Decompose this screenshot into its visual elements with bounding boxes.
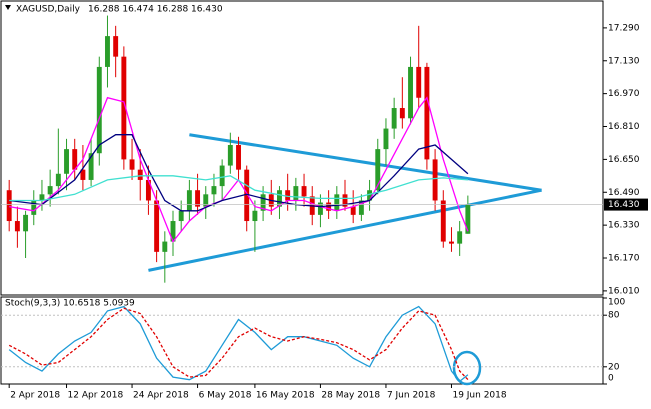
candle-body xyxy=(186,190,192,211)
x-tick-label: 19 Jun 2018 xyxy=(452,391,506,401)
candle-body xyxy=(293,186,299,201)
candle-body xyxy=(326,202,332,211)
candle-body xyxy=(129,159,135,170)
candle-body xyxy=(367,190,373,201)
candle-body xyxy=(203,194,209,207)
candle-body xyxy=(121,56,127,160)
candle-body xyxy=(219,165,225,187)
menu-icon xyxy=(5,5,11,10)
candle-body xyxy=(64,149,69,174)
candle-body xyxy=(113,36,119,57)
indicator-line xyxy=(9,175,468,202)
y-tick-label: 16.010 xyxy=(608,286,640,296)
candle-body xyxy=(317,202,323,215)
x-tick-label: 2 Apr 2018 xyxy=(10,391,60,401)
y-tick-label: 17.290 xyxy=(608,23,640,33)
candle-body xyxy=(358,200,364,215)
x-tick-label: 6 May 2018 xyxy=(199,391,252,401)
candle-body xyxy=(96,66,102,154)
highlight-circle xyxy=(452,350,482,386)
candle-body xyxy=(383,128,389,150)
candle-body xyxy=(31,200,37,215)
candle-body xyxy=(449,241,454,244)
x-tick-label: 24 Apr 2018 xyxy=(133,391,189,401)
candle-body xyxy=(137,169,143,180)
y-tick-label: 17.130 xyxy=(608,56,640,66)
y-tick-label: 0 xyxy=(608,374,614,384)
indicator-line xyxy=(8,307,469,381)
x-tick-label: 12 Apr 2018 xyxy=(68,391,124,401)
candle-body xyxy=(424,66,430,160)
indicator-line xyxy=(9,134,469,212)
candle-body xyxy=(47,186,53,195)
y-tick-label: 16.330 xyxy=(608,221,640,231)
candle-body xyxy=(416,66,422,98)
candle-body xyxy=(178,210,184,222)
chart-title: XAGUSD,Daily xyxy=(16,5,81,15)
trendline xyxy=(148,188,542,272)
y-tick-label: 100 xyxy=(608,298,625,308)
candle-body xyxy=(227,145,233,166)
candle-body xyxy=(88,153,94,180)
candle-body xyxy=(342,194,348,207)
candle-body xyxy=(195,190,201,207)
y-tick-label: 16.650 xyxy=(608,155,640,165)
y-tick-label: 80 xyxy=(608,311,620,321)
candle-body xyxy=(6,190,12,222)
candle-body xyxy=(72,149,78,170)
y-tick-label: 20 xyxy=(608,362,620,372)
candle-body xyxy=(80,169,86,180)
candle-body xyxy=(440,200,446,242)
candle-body xyxy=(170,221,176,242)
candle-body xyxy=(244,169,250,222)
candle-body xyxy=(105,36,110,67)
x-tick-label: 7 Jun 2018 xyxy=(387,391,436,401)
candle-body xyxy=(211,186,217,195)
x-tick-label: 28 May 2018 xyxy=(321,391,380,401)
main-frame xyxy=(0,0,604,296)
last-price-label: 16.430 xyxy=(608,200,640,210)
candle-body xyxy=(408,66,413,119)
ohlc-header: 16.288 16.474 16.288 16.430 xyxy=(88,5,223,15)
candle-body xyxy=(277,190,282,207)
y-tick-label: 16.810 xyxy=(608,122,640,132)
candle-body xyxy=(154,200,160,252)
candle-body xyxy=(301,186,307,197)
candle-body xyxy=(162,241,168,252)
candle-body xyxy=(375,149,381,191)
candle-body xyxy=(55,173,61,187)
last-price-box xyxy=(604,198,648,211)
y-tick-label: 16.170 xyxy=(608,254,640,264)
candle-body xyxy=(145,179,151,201)
y-tick-label: 16.490 xyxy=(608,188,640,198)
y-tick-label: 16.970 xyxy=(608,89,640,99)
candle-body xyxy=(260,194,266,211)
candle-body xyxy=(285,190,291,201)
candle-body xyxy=(465,204,471,234)
candle-body xyxy=(432,159,438,201)
candle-body xyxy=(23,214,29,232)
candle-body xyxy=(350,206,356,215)
x-tick-label: 16 May 2018 xyxy=(256,391,315,401)
trendline xyxy=(189,133,542,192)
candle-body xyxy=(334,194,340,211)
candle-body xyxy=(252,210,258,222)
candle-body xyxy=(39,194,45,201)
candle-body xyxy=(391,108,397,129)
candle-body xyxy=(236,145,241,170)
indicator-line xyxy=(9,96,469,243)
candle-body xyxy=(14,221,20,232)
candle-body xyxy=(399,108,405,119)
stoch-title: Stoch(9,3,3) 10.6518 5.0939 xyxy=(5,299,135,309)
candle-body xyxy=(457,231,463,244)
indicator-line xyxy=(8,305,469,383)
stoch-frame xyxy=(0,296,604,385)
